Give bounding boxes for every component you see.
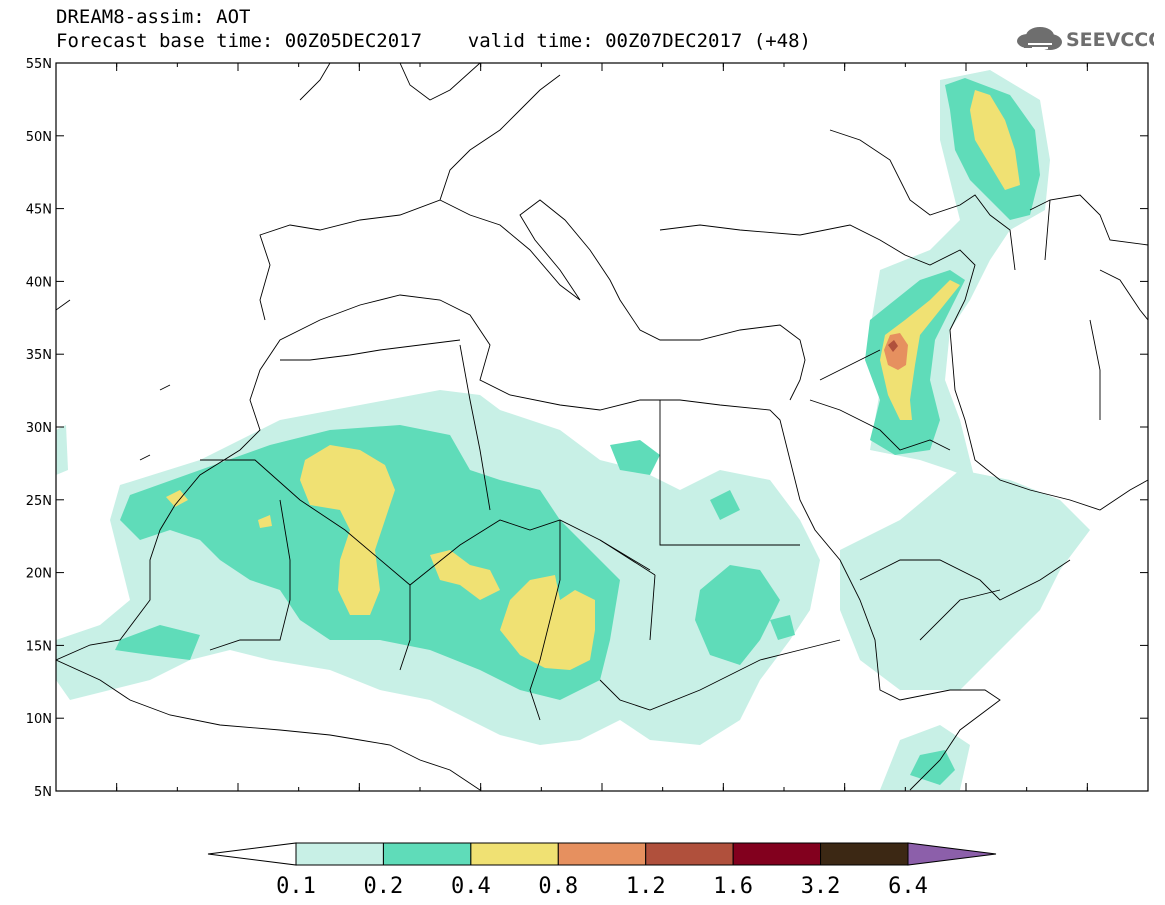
lat-tick-label: 35N xyxy=(26,348,52,363)
lat-tick-label: 45N xyxy=(26,203,52,218)
lat-tick-label: 10N xyxy=(26,712,52,727)
colorbar-label: 1.6 xyxy=(713,874,753,899)
colorbar-label: 0.8 xyxy=(538,874,578,899)
aot-band-0.4 xyxy=(166,90,1020,670)
aot-shading xyxy=(56,70,1090,790)
forecast-time-subtitle: Forecast base time: 00Z05DEC2017 valid t… xyxy=(56,30,811,52)
logo-text: SEEVCCC xyxy=(1066,29,1154,51)
lat-tick-label: 15N xyxy=(26,639,52,654)
coastlines-and-borders xyxy=(56,63,1148,791)
longitude-axis: 20W10W010E20E30E40E50E60E xyxy=(55,63,1149,791)
colorbar-segment xyxy=(382,842,472,866)
lat-tick-label: 40N xyxy=(26,275,52,290)
colorbar-label: 0.1 xyxy=(276,874,316,899)
colorbar-segment xyxy=(732,842,822,866)
colorbar-segment xyxy=(557,842,647,866)
colorbar-label: 0.2 xyxy=(364,874,404,899)
colorbar-label: 3.2 xyxy=(801,874,841,899)
latitude-axis: 5N 10N 15N 20N 25N 30N 35N 40N 45N 50N 55N xyxy=(26,57,1148,800)
lat-tick-label: 20N xyxy=(26,567,52,582)
aot-band-1.2 xyxy=(888,340,898,352)
chart-title: DREAM8-assim: AOT xyxy=(56,6,251,28)
lat-tick-label: 25N xyxy=(26,494,52,509)
colorbar-low-arrow xyxy=(207,842,297,866)
colorbar-label: 0.4 xyxy=(451,874,491,899)
colorbar-label: 1.2 xyxy=(626,874,666,899)
colorbar-segment xyxy=(295,842,384,866)
aot-band-0.8 xyxy=(884,333,908,370)
colorbar-label: 6.4 xyxy=(888,874,928,899)
colorbar-segments xyxy=(207,842,997,866)
colorbar-high-arrow xyxy=(907,842,997,866)
lat-tick-label: 50N xyxy=(26,130,52,145)
cloud-logo-icon xyxy=(1017,27,1062,50)
colorbar-labels: 0.1 0.2 0.4 0.8 1.2 1.6 3.2 6.4 xyxy=(276,874,928,899)
colorbar-segment xyxy=(470,842,559,866)
lat-tick-label: 30N xyxy=(26,421,52,436)
aot-map: 20W10W010E20E30E40E50E60E 5N 10N 15N 20N 25N… xyxy=(26,57,1149,800)
colorbar-segment xyxy=(820,842,909,866)
colorbar-segment xyxy=(645,842,734,866)
seevccc-logo: SEEVCCC xyxy=(1017,27,1154,51)
lat-tick-label: 55N xyxy=(26,57,52,72)
lat-tick-label: 5N xyxy=(34,785,52,800)
